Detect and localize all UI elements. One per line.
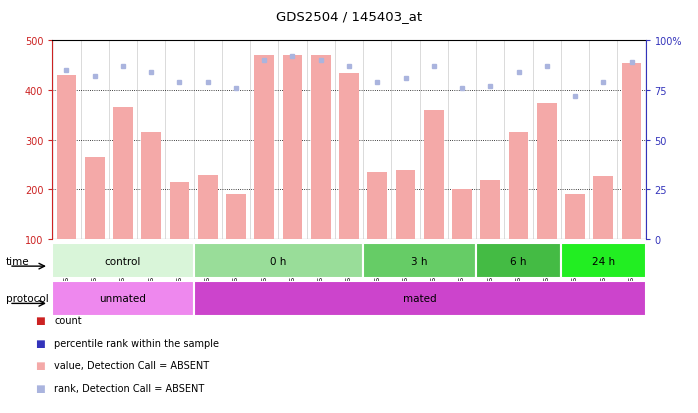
Text: 6 h: 6 h xyxy=(510,256,527,266)
Bar xyxy=(52,281,193,316)
Bar xyxy=(424,111,444,240)
Bar xyxy=(476,244,561,279)
Bar xyxy=(254,56,274,240)
Bar xyxy=(480,180,500,240)
Text: ■: ■ xyxy=(35,361,45,370)
Bar xyxy=(193,281,646,316)
Text: mated: mated xyxy=(403,293,436,304)
Bar xyxy=(226,195,246,240)
Text: 3 h: 3 h xyxy=(411,256,428,266)
Bar xyxy=(537,103,556,240)
Bar xyxy=(283,56,302,240)
Bar xyxy=(509,133,528,240)
Text: control: control xyxy=(105,256,141,266)
Text: count: count xyxy=(54,315,82,325)
Text: rank, Detection Call = ABSENT: rank, Detection Call = ABSENT xyxy=(54,383,205,393)
Bar xyxy=(363,244,476,279)
Bar xyxy=(170,183,189,240)
Text: value, Detection Call = ABSENT: value, Detection Call = ABSENT xyxy=(54,361,209,370)
Bar xyxy=(565,195,585,240)
Text: unmated: unmated xyxy=(100,293,147,304)
Bar xyxy=(52,244,193,279)
Text: ■: ■ xyxy=(35,315,45,325)
Bar xyxy=(622,64,641,240)
Bar xyxy=(339,74,359,240)
Bar xyxy=(311,56,331,240)
Bar xyxy=(593,176,613,240)
Bar xyxy=(193,244,363,279)
Bar xyxy=(57,76,76,240)
Text: time: time xyxy=(6,256,29,266)
Bar xyxy=(561,244,646,279)
Text: ■: ■ xyxy=(35,338,45,348)
Text: GDS2504 / 145403_at: GDS2504 / 145403_at xyxy=(276,10,422,23)
Bar xyxy=(396,170,415,240)
Bar xyxy=(113,108,133,240)
Text: protocol: protocol xyxy=(6,293,48,304)
Text: ■: ■ xyxy=(35,383,45,393)
Text: 24 h: 24 h xyxy=(592,256,615,266)
Text: percentile rank within the sample: percentile rank within the sample xyxy=(54,338,219,348)
Bar xyxy=(85,158,105,240)
Bar xyxy=(367,173,387,240)
Bar xyxy=(452,190,472,240)
Bar xyxy=(141,133,161,240)
Bar xyxy=(198,175,218,240)
Text: 0 h: 0 h xyxy=(270,256,287,266)
